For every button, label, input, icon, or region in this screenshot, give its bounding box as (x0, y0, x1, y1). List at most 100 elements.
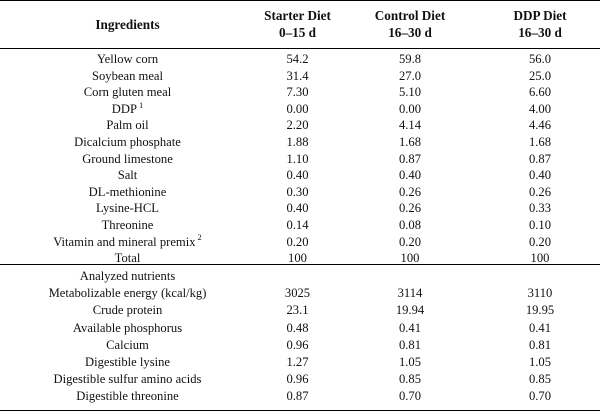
row-label: Dicalcium phosphate (0, 134, 255, 151)
starter-value: 54.2 (286, 52, 309, 66)
ddp-value: 0.81 (528, 337, 552, 352)
row-label-text: Ground limestone (82, 151, 173, 166)
table-row: Analyzed nutrients (0, 268, 600, 285)
header-control-line1: Control Diet (374, 8, 446, 23)
control-value: 5.10 (398, 85, 422, 100)
row-label-text: Available phosphorus (72, 320, 183, 335)
row-label-text: Analyzed nutrients (79, 269, 176, 283)
header-ddp-line1: DDP Diet (513, 8, 567, 23)
row-label: Calcium (0, 337, 255, 354)
row-label-text: Calcium (106, 337, 149, 352)
ingredients-section: Yellow corn 54.2 59.8 56.0 Soybean meal 31.4 2… (0, 51, 600, 267)
table-row: Yellow corn 54.2 59.8 56.0 (0, 51, 600, 68)
starter-value: 0.96 (286, 372, 309, 387)
table-row: Corn gluten meal 7.30 5.10 6.60 (0, 84, 600, 101)
header-starter-line1: Starter Diet (264, 8, 331, 23)
starter-value: 31.4 (286, 68, 309, 83)
row-label: Total (0, 250, 255, 267)
row-label: DDP 1 (0, 99, 255, 118)
ddp-value: 1.68 (528, 134, 552, 149)
footnote-marker: 1 (138, 99, 144, 110)
ddp-value (480, 268, 600, 285)
control-value: 59.8 (398, 52, 422, 66)
starter-value: 0.20 (286, 234, 309, 249)
table-row: Available phosphorus 0.48 0.41 0.41 (0, 320, 600, 337)
control-value (340, 268, 480, 285)
row-label-text: Metabolizable energy (kcal/kg) (48, 286, 207, 301)
ddp-value: 100 (530, 251, 550, 266)
control-value: 0.08 (398, 217, 422, 232)
header-rule (0, 48, 600, 49)
starter-value: 0.40 (286, 168, 309, 183)
row-label: Soybean meal (0, 68, 255, 85)
row-label: Salt (0, 167, 255, 184)
row-label: Threonine (0, 217, 255, 234)
control-value: 0.70 (398, 389, 422, 404)
control-value: 1.68 (398, 134, 422, 149)
row-label-text: Lysine-HCL (96, 201, 159, 216)
header-ddp-diet: DDP Diet 16–30 d (480, 4, 600, 44)
starter-value: 0.30 (286, 184, 309, 199)
header-starter-diet: Starter Diet 0–15 d (255, 4, 340, 44)
starter-value: 2.20 (286, 118, 309, 133)
control-value: 0.85 (398, 372, 422, 387)
row-label-text: Total (114, 251, 141, 266)
header-control-line2: 16–30 d (388, 25, 432, 40)
starter-value: 0.40 (286, 201, 309, 216)
starter-value: 0.14 (286, 217, 309, 232)
control-value: 100 (400, 251, 420, 266)
row-label-text: Soybean meal (92, 68, 163, 83)
starter-value: 23.1 (286, 303, 309, 318)
table-row: Dicalcium phosphate 1.88 1.68 1.68 (0, 134, 600, 151)
row-label-text: Vitamin and mineral premix (53, 234, 196, 249)
header-ddp-line2: 16–30 d (518, 25, 562, 40)
row-label-text: Corn gluten meal (83, 85, 172, 100)
control-value: 0.87 (398, 151, 422, 166)
control-value: 0.81 (398, 337, 422, 352)
row-label: Crude protein (0, 302, 255, 319)
ddp-value: 0.10 (528, 217, 552, 232)
table-row: DL-methionine 0.30 0.26 0.26 (0, 184, 600, 201)
row-label: Digestible threonine (0, 388, 255, 405)
row-label: Yellow corn (0, 51, 255, 68)
starter-value: 3025 (284, 286, 311, 301)
ddp-value: 0.85 (528, 372, 552, 387)
footnote-marker: 2 (197, 232, 202, 243)
table-row: Digestible sulfur amino acids 0.96 0.85 0.8… (0, 371, 600, 388)
row-label: Digestible lysine (0, 354, 255, 371)
control-value: 3114 (397, 286, 423, 301)
row-label-text: DDP (111, 101, 137, 116)
control-value: 19.94 (395, 303, 425, 318)
control-value: 1.05 (398, 354, 422, 369)
table-row: Digestible lysine 1.27 1.05 1.05 (0, 354, 600, 371)
table-top-rule (0, 0, 600, 2)
row-label-text: Digestible threonine (76, 389, 179, 404)
row-label: Lysine-HCL (0, 200, 255, 217)
row-label: Palm oil (0, 117, 255, 134)
starter-value: 0.87 (286, 389, 309, 404)
table-row: Calcium 0.96 0.81 0.81 (0, 337, 600, 354)
table-row: Lysine-HCL 0.40 0.26 0.33 (0, 200, 600, 217)
table-row: DDP 1 0.00 0.00 4.00 (0, 99, 600, 118)
control-value: 4.14 (398, 118, 422, 133)
table-row: Vitamin and mineral premix 2 0.20 0.20 0.20 (0, 232, 600, 251)
ddp-value: 56.0 (528, 52, 552, 66)
control-value: 0.40 (398, 168, 422, 183)
control-value: 0.41 (398, 320, 422, 335)
section-rule (0, 264, 600, 265)
row-label-text: Digestible sulfur amino acids (53, 372, 202, 387)
starter-value: 0.48 (286, 320, 309, 335)
ddp-value: 19.95 (525, 303, 555, 318)
table-row: Salt 0.40 0.40 0.40 (0, 167, 600, 184)
ddp-value: 0.40 (528, 168, 552, 183)
starter-value: 0.96 (286, 337, 309, 352)
control-value: 0.26 (398, 201, 422, 216)
control-value: 0.26 (398, 184, 422, 199)
ddp-value: 3110 (527, 286, 553, 301)
row-label: Analyzed nutrients (0, 268, 255, 285)
ddp-value: 0.33 (528, 201, 552, 216)
header-starter-line2: 0–15 d (278, 25, 316, 40)
row-label: Ground limestone (0, 151, 255, 168)
starter-value: 1.10 (286, 151, 309, 166)
